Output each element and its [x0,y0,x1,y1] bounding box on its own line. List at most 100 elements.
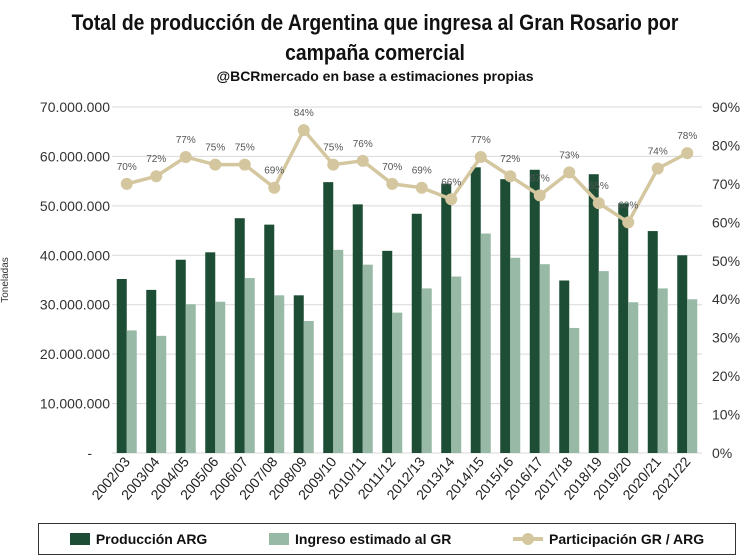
data-label: 70% [382,162,402,173]
data-label: 74% [648,147,668,158]
y2-tick-label: 90% [712,99,740,115]
bar-produccion [618,203,629,453]
participacion-point [474,150,487,163]
chart-title: Total de producción de Argentina que ing… [71,10,679,65]
data-label: 75% [235,143,255,154]
participacion-point [297,124,310,137]
participacion-point [651,162,664,175]
y2-tick-label: 10% [712,407,740,423]
legend-item-ingreso: Ingreso estimado al GR [269,531,451,547]
bar-produccion [647,231,658,453]
y2-tick-label: 20% [712,368,740,384]
bar-produccion [588,174,599,454]
bar-ingreso [126,330,137,453]
bar-produccion [293,295,304,453]
bar-produccion [352,204,363,453]
data-label: 77% [176,135,196,146]
data-label: 78% [677,131,697,142]
data-label: 60% [618,200,638,211]
bar-ingreso [303,321,314,453]
y-tick-label: - [87,445,92,461]
participacion-point [563,166,576,179]
data-label: 75% [205,143,225,154]
participacion-point [445,193,458,206]
bar-produccion [529,169,540,453]
bar-produccion [470,167,481,453]
data-label: 72% [500,154,520,165]
bar-ingreso [539,264,550,453]
bar-produccion [411,213,422,453]
participacion-point [120,177,133,190]
bar-ingreso [451,276,462,453]
bar-ingreso [333,249,344,453]
y-axis-label: Toneladas [0,257,11,303]
bar-produccion [234,218,245,453]
data-label: 65% [589,181,609,192]
participacion-point [356,154,369,167]
bar-ingreso [480,233,491,453]
legend-label: Producción ARG [95,531,208,547]
y-tick-label: 20.000.000 [40,346,110,362]
y2-tick-label: 60% [712,214,740,230]
participacion-point [268,181,281,194]
y-tick-label: 40.000.000 [40,247,110,263]
bar-ingreso [510,257,521,453]
bar-ingreso [687,299,698,453]
y-tick-label: 50.000.000 [40,198,110,214]
bar-ingreso [274,295,285,453]
data-label: 67% [530,173,550,184]
data-label: 72% [146,154,166,165]
bar-produccion [205,252,216,453]
bar-produccion [146,289,157,453]
y2-tick-label: 0% [712,445,732,461]
participacion-point [209,158,222,171]
chart-subtitle: @BCRmercado en base a estimaciones propi… [216,68,534,84]
y2-tick-label: 30% [712,330,740,346]
data-label: 76% [353,139,373,150]
participacion-point [415,181,428,194]
data-label: 70% [117,162,137,173]
y-tick-label: 70.000.000 [40,99,110,115]
bar-produccion [441,183,452,453]
bar-produccion [323,182,334,454]
data-label: 69% [264,166,284,177]
bar-ingreso [215,301,226,453]
bar-ingreso [569,327,580,453]
legend-item-produccion: Producción ARG [69,531,208,547]
bar-produccion [264,224,275,453]
chart-area: - 10.000.000 20.000.000 30.000.000 40.000.00… [0,99,740,503]
legend-label: Ingreso estimado al GR [295,531,452,547]
data-label: 69% [412,166,432,177]
y2-tick-label: 40% [712,291,740,307]
bar-produccion [382,250,393,453]
y-tick-label: 10.000.000 [40,396,110,412]
bar-produccion [175,259,186,453]
participacion-point [386,177,399,190]
participacion-point [238,158,251,171]
bar-ingreso [392,312,403,453]
legend-item-participacion: Participación GR / ARG [513,531,704,547]
legend: Producción ARG Ingreso estimado al GR Pa… [38,523,736,555]
participacion-point [681,147,694,160]
bar-ingreso [628,302,639,453]
data-label: 73% [559,150,579,161]
y2-tick-label: 70% [712,176,740,192]
bar-ingreso [156,335,167,453]
data-label: 77% [471,135,491,146]
bar-produccion [116,279,127,453]
bar-ingreso [421,288,432,453]
legend-label: Participación GR / ARG [549,531,705,547]
data-label: 75% [323,143,343,154]
participacion-point [179,150,192,163]
bar-ingreso [244,278,255,453]
bar-produccion [559,280,570,453]
participacion-point [150,170,163,183]
bar-produccion [500,179,511,453]
participacion-point [327,158,340,171]
participacion-point [533,189,546,202]
y-tick-label: 60.000.000 [40,148,110,164]
bar-ingreso [185,304,196,453]
participacion-point [622,216,635,229]
bar-ingreso [657,288,668,453]
bar-ingreso [362,264,373,453]
